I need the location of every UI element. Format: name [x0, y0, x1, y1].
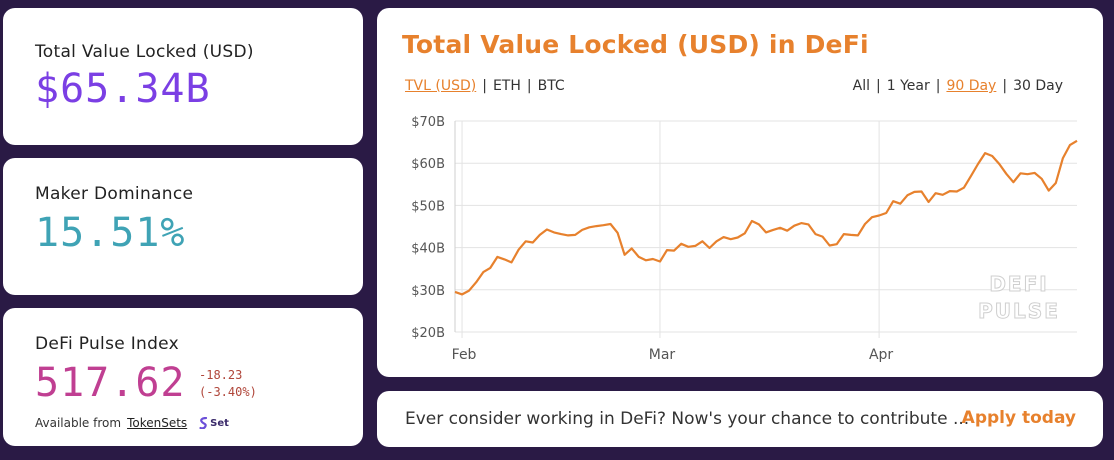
- set-logo: Set: [199, 417, 229, 429]
- tab-separator: |: [1002, 78, 1008, 94]
- range-tabs: All | 1 Year | 90 Day | 30 Day: [853, 78, 1063, 94]
- tab-eth[interactable]: ETH: [492, 78, 521, 94]
- tab-separator: |: [935, 78, 941, 94]
- tvl-value: $65.34B: [35, 66, 211, 112]
- available-from: Available from TokenSets Set: [35, 416, 229, 430]
- tokensets-link[interactable]: TokenSets: [127, 416, 188, 430]
- y-tick-label: $40B: [411, 242, 445, 257]
- set-logo-icon: [199, 417, 208, 429]
- tvl-chart-card: Total Value Locked (USD) in DeFi TVL (US…: [377, 8, 1103, 377]
- tab-90-day[interactable]: 90 Day: [946, 78, 997, 94]
- maker-dominance-value: 15.51%: [35, 210, 186, 256]
- tab-30-day[interactable]: 30 Day: [1013, 78, 1063, 94]
- tvl-series-line: [454, 139, 1078, 296]
- watermark-line1: DEFI: [989, 272, 1048, 296]
- chart-title: Total Value Locked (USD) in DeFi: [402, 30, 869, 59]
- tvl-line-chart: $20B$30B$40B$50B$60B$70B Feb Mar Apr DEFI …: [411, 115, 1078, 363]
- y-tick-label: $60B: [411, 157, 445, 172]
- currency-tabs: TVL (USD) | ETH | BTC: [405, 78, 565, 94]
- x-tick-label: Apr: [869, 347, 893, 363]
- maker-dominance-label: Maker Dominance: [35, 184, 194, 204]
- tab-1-year[interactable]: 1 Year: [886, 78, 930, 94]
- tab-all[interactable]: All: [852, 78, 870, 94]
- apply-today-link[interactable]: Apply today: [961, 408, 1076, 428]
- maker-dominance-card: Maker Dominance 15.51%: [3, 158, 363, 295]
- index-label: DeFi Pulse Index: [35, 334, 179, 354]
- tab-separator: |: [526, 78, 532, 94]
- y-axis-ticks: $20B $30B $40B $50B $60B $70B: [411, 115, 445, 341]
- set-logo-text: Set: [210, 417, 229, 429]
- tab-separator: |: [876, 78, 881, 94]
- careers-banner: Ever consider working in DeFi? Now's you…: [377, 391, 1103, 447]
- y-tick-label: $50B: [411, 199, 445, 214]
- index-change: -18.23: [199, 368, 243, 382]
- x-tick-label: Mar: [649, 347, 676, 363]
- index-value: 517.62: [35, 360, 186, 406]
- x-tick-label: Feb: [452, 347, 477, 363]
- x-axis-ticks: Feb Mar Apr: [452, 347, 894, 363]
- tab-separator: |: [482, 78, 487, 94]
- chart-series: [454, 139, 1078, 296]
- index-change-pct: (-3.40%): [199, 385, 257, 399]
- watermark-line2: PULSE: [978, 299, 1060, 323]
- defi-pulse-index-card: DeFi Pulse Index 517.62 -18.23 (-3.40%) …: [3, 308, 363, 446]
- tvl-label: Total Value Locked (USD): [35, 42, 254, 62]
- tab-btc[interactable]: BTC: [537, 78, 565, 94]
- y-tick-label: $70B: [411, 115, 445, 130]
- available-from-label: Available from: [35, 416, 122, 430]
- careers-text: Ever consider working in DeFi? Now's you…: [405, 409, 970, 429]
- y-tick-label: $30B: [411, 284, 445, 299]
- tvl-card: Total Value Locked (USD) $65.34B: [3, 8, 363, 145]
- tab-tvl-usd[interactable]: TVL (USD): [405, 78, 477, 94]
- chart-grid: [454, 120, 1077, 338]
- y-tick-label: $20B: [411, 326, 445, 341]
